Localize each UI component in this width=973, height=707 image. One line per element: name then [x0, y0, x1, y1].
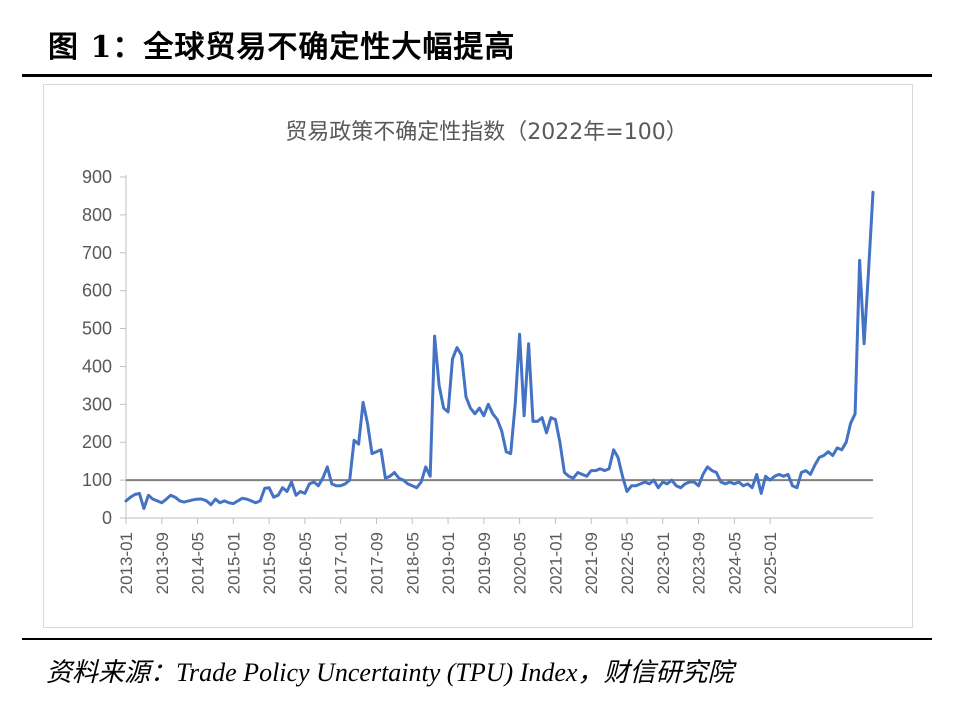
x-tick-label: 2022-05 — [618, 532, 637, 594]
y-tick-label: 400 — [82, 356, 112, 376]
y-axis: 0 100 200 300 400 500 600 700 800 900 — [82, 167, 127, 528]
x-tick-label: 2020-05 — [511, 532, 530, 594]
x-tick-label: 2015-09 — [260, 532, 279, 594]
source-note: 资料来源：Trade Policy Uncertainty (TPU) Inde… — [46, 658, 734, 687]
y-tick-label: 300 — [82, 394, 112, 414]
x-tick-label: 2024-05 — [725, 532, 744, 594]
x-tick-label: 2025-01 — [761, 532, 780, 594]
x-tick-label: 2017-09 — [367, 532, 386, 594]
y-tick-label: 800 — [82, 205, 112, 225]
x-tick-label: 2016-05 — [296, 532, 315, 594]
x-tick-label: 2015-01 — [224, 532, 243, 594]
x-tick-label: 2013-09 — [153, 532, 172, 594]
y-tick-label: 200 — [82, 432, 112, 452]
x-tick-label: 2023-09 — [690, 532, 709, 594]
figure-title: 图 1：全球贸易不确定性大幅提高 — [48, 30, 516, 65]
bottom-rule — [22, 638, 932, 640]
x-tick-label: 2018-05 — [403, 532, 422, 594]
y-tick-label: 500 — [82, 319, 112, 339]
x-axis: 2013-01 2013-09 2014-05 2015-01 2015-09 2016-… — [117, 517, 873, 594]
x-tick-label: 2013-01 — [117, 532, 136, 594]
x-tick-label: 2019-09 — [475, 532, 494, 594]
chart-frame — [43, 84, 913, 628]
series-line-tpu — [124, 190, 875, 510]
x-tick-label: 2019-01 — [439, 532, 458, 594]
x-tick-label: 2021-09 — [582, 532, 601, 594]
chart-title: 贸易政策不确定性指数（2022年=100） — [285, 120, 688, 145]
y-tick-label: 900 — [82, 167, 112, 187]
top-rule — [22, 74, 932, 77]
y-tick-label: 0 — [102, 508, 112, 528]
series-group — [124, 190, 875, 510]
x-tick-label: 2017-01 — [332, 532, 351, 594]
y-tick-label: 100 — [82, 470, 112, 490]
x-tick-label: 2023-01 — [654, 532, 673, 594]
y-tick-label: 600 — [82, 281, 112, 301]
x-tick-label: 2021-01 — [546, 532, 565, 594]
y-tick-label: 700 — [82, 243, 112, 263]
x-tick-label: 2014-05 — [189, 532, 208, 594]
